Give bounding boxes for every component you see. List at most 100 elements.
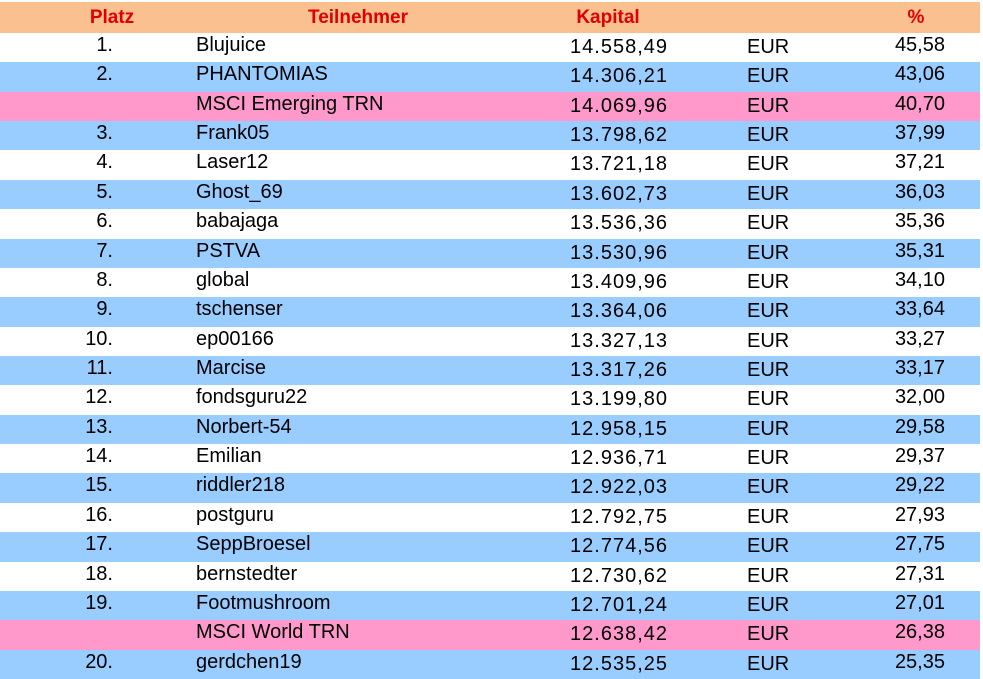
rank-cell: 10. (85, 327, 113, 350)
currency-cell: EUR (747, 535, 790, 558)
table-row: 3. Frank05 13.798,62 EUR 37,99 (0, 121, 980, 151)
capital-cell: 13.602,73 (570, 182, 668, 205)
capital-cell: 13.317,26 (570, 359, 668, 381)
currency-cell: EUR (747, 124, 790, 147)
participant-cell: Laser12 (196, 151, 269, 174)
table-row: 18. bernstedter 12.730,62 EUR 27,31 (0, 561, 980, 591)
capital-cell: 12.730,62 (570, 564, 668, 587)
currency-cell: EUR (747, 564, 790, 587)
table-row: 15. riddler218 12.922,03 EUR 29,22 (0, 473, 980, 503)
capital-cell: 13.199,80 (570, 388, 668, 411)
percent-cell: 37,99 (894, 122, 945, 145)
capital-cell: 14.558,49 (570, 36, 668, 58)
participant-cell: bernstedter (196, 562, 298, 585)
rank-cell: 8. (96, 268, 113, 291)
rank-cell: 6. (96, 210, 113, 233)
table-row: 10. ep00166 13.327,13 EUR 33,27 (0, 326, 980, 356)
participant-cell: Norbert-54 (196, 415, 292, 438)
participant-cell: global (196, 268, 250, 291)
rank-cell: 4. (96, 151, 113, 174)
participant-cell: Marcise (196, 357, 267, 379)
percent-cell: 33,17 (894, 357, 945, 379)
rank-cell: 5. (96, 180, 113, 203)
currency-cell: EUR (747, 447, 790, 470)
table-row: 1. Blujuice 14.558,49 EUR 45,58 (0, 33, 980, 63)
capital-cell: 13.530,96 (570, 241, 668, 264)
rank-cell: 17. (85, 533, 113, 556)
percent-cell: 27,93 (894, 503, 945, 526)
capital-cell: 12.958,15 (570, 417, 668, 440)
capital-cell: 13.721,18 (570, 153, 668, 176)
table-row: 14. Emilian 12.936,71 EUR 29,37 (0, 444, 980, 474)
currency-cell: EUR (747, 241, 790, 264)
rank-cell: 11. (86, 357, 113, 379)
currency-cell: EUR (747, 65, 790, 88)
rank-cell: 1. (96, 34, 113, 56)
participant-cell: Blujuice (196, 34, 267, 56)
participant-cell: Ghost_69 (196, 180, 283, 203)
percent-cell: 34,10 (894, 268, 945, 291)
header-row: Platz Teilnehmer Kapital% (0, 2, 980, 33)
header-cell: Kapital (576, 7, 640, 28)
table-row: 16. postguru 12.792,75 EUR 27,93 (0, 502, 980, 533)
percent-cell: 43,06 (894, 63, 945, 86)
currency-cell: EUR (747, 505, 790, 528)
capital-cell: 12.535,25 (570, 652, 668, 675)
participant-cell: fondsguru22 (196, 386, 308, 409)
participant-cell: Emilian (196, 445, 262, 468)
capital-cell: 12.638,42 (570, 623, 668, 646)
capital-cell: 13.327,13 (570, 329, 668, 352)
percent-cell: 29,58 (894, 415, 945, 438)
rank-cell: 19. (85, 591, 113, 614)
table-row: 9. tschenser 13.364,06 EUR 33,64 (0, 297, 980, 327)
capital-cell: 12.922,03 (570, 476, 668, 499)
table-row: 5. Ghost_69 13.602,73 EUR 36,03 (0, 179, 980, 210)
table-row: 11. Marcise 13.317,26 EUR 33,17 (0, 356, 980, 386)
table-row: MSCI World TRN 12.638,42 EUR 26,38 (0, 620, 980, 650)
table-row: 12. fondsguru22 13.199,80 EUR 32,00 (0, 385, 980, 415)
percent-cell: 37,21 (894, 151, 945, 174)
rank-cell: 15. (85, 474, 113, 497)
percent-cell: 26,38 (894, 621, 945, 644)
rank-cell: 16. (85, 503, 113, 526)
percent-cell: 35,36 (894, 210, 945, 233)
participant-cell: tschenser (196, 298, 283, 321)
participant-cell: SeppBroesel (196, 533, 311, 556)
rank-cell: 14. (85, 445, 113, 468)
participant-cell: PHANTOMIAS (196, 63, 328, 86)
table-row: 13. Norbert-54 12.958,15 EUR 29,58 (0, 414, 980, 445)
percent-cell: 25,35 (894, 650, 945, 673)
percent-cell: 40,70 (894, 92, 945, 115)
percent-cell: 33,27 (894, 327, 945, 350)
currency-cell: EUR (747, 329, 790, 352)
currency-cell: EUR (747, 359, 790, 381)
rank-cell: 18. (85, 562, 113, 585)
participant-cell: riddler218 (196, 474, 285, 497)
rank-cell: 13. (85, 415, 113, 438)
table-row: 8. global 13.409,96 EUR 34,10 (0, 267, 980, 298)
table-row: MSCI Emerging TRN 14.069,96 EUR 40,70 (0, 91, 980, 122)
rank-cell: 20. (85, 650, 113, 673)
capital-cell: 12.936,71 (570, 447, 668, 470)
table-row: 6. babajaga 13.536,36 EUR 35,36 (0, 209, 980, 239)
percent-cell: 45,58 (894, 34, 945, 56)
capital-cell: 14.069,96 (570, 94, 668, 117)
currency-cell: EUR (747, 270, 790, 293)
currency-cell: EUR (747, 212, 790, 235)
currency-cell: EUR (747, 593, 790, 616)
currency-cell: EUR (747, 300, 790, 323)
participant-cell: PSTVA (196, 239, 261, 262)
table-row: 19. Footmushroom 12.701,24 EUR 27,01 (0, 590, 980, 621)
percent-cell: 27,01 (894, 591, 945, 614)
rank-cell: 2. (96, 63, 113, 86)
currency-cell: EUR (747, 94, 790, 117)
percent-cell: 36,03 (894, 180, 945, 203)
capital-cell: 12.774,56 (570, 535, 668, 558)
currency-cell: EUR (747, 476, 790, 499)
participant-cell: ep00166 (196, 327, 274, 350)
participant-cell: MSCI Emerging TRN (196, 92, 384, 115)
capital-cell: 14.306,21 (570, 65, 668, 88)
percent-cell: 33,64 (894, 298, 945, 321)
currency-cell: EUR (747, 623, 790, 646)
